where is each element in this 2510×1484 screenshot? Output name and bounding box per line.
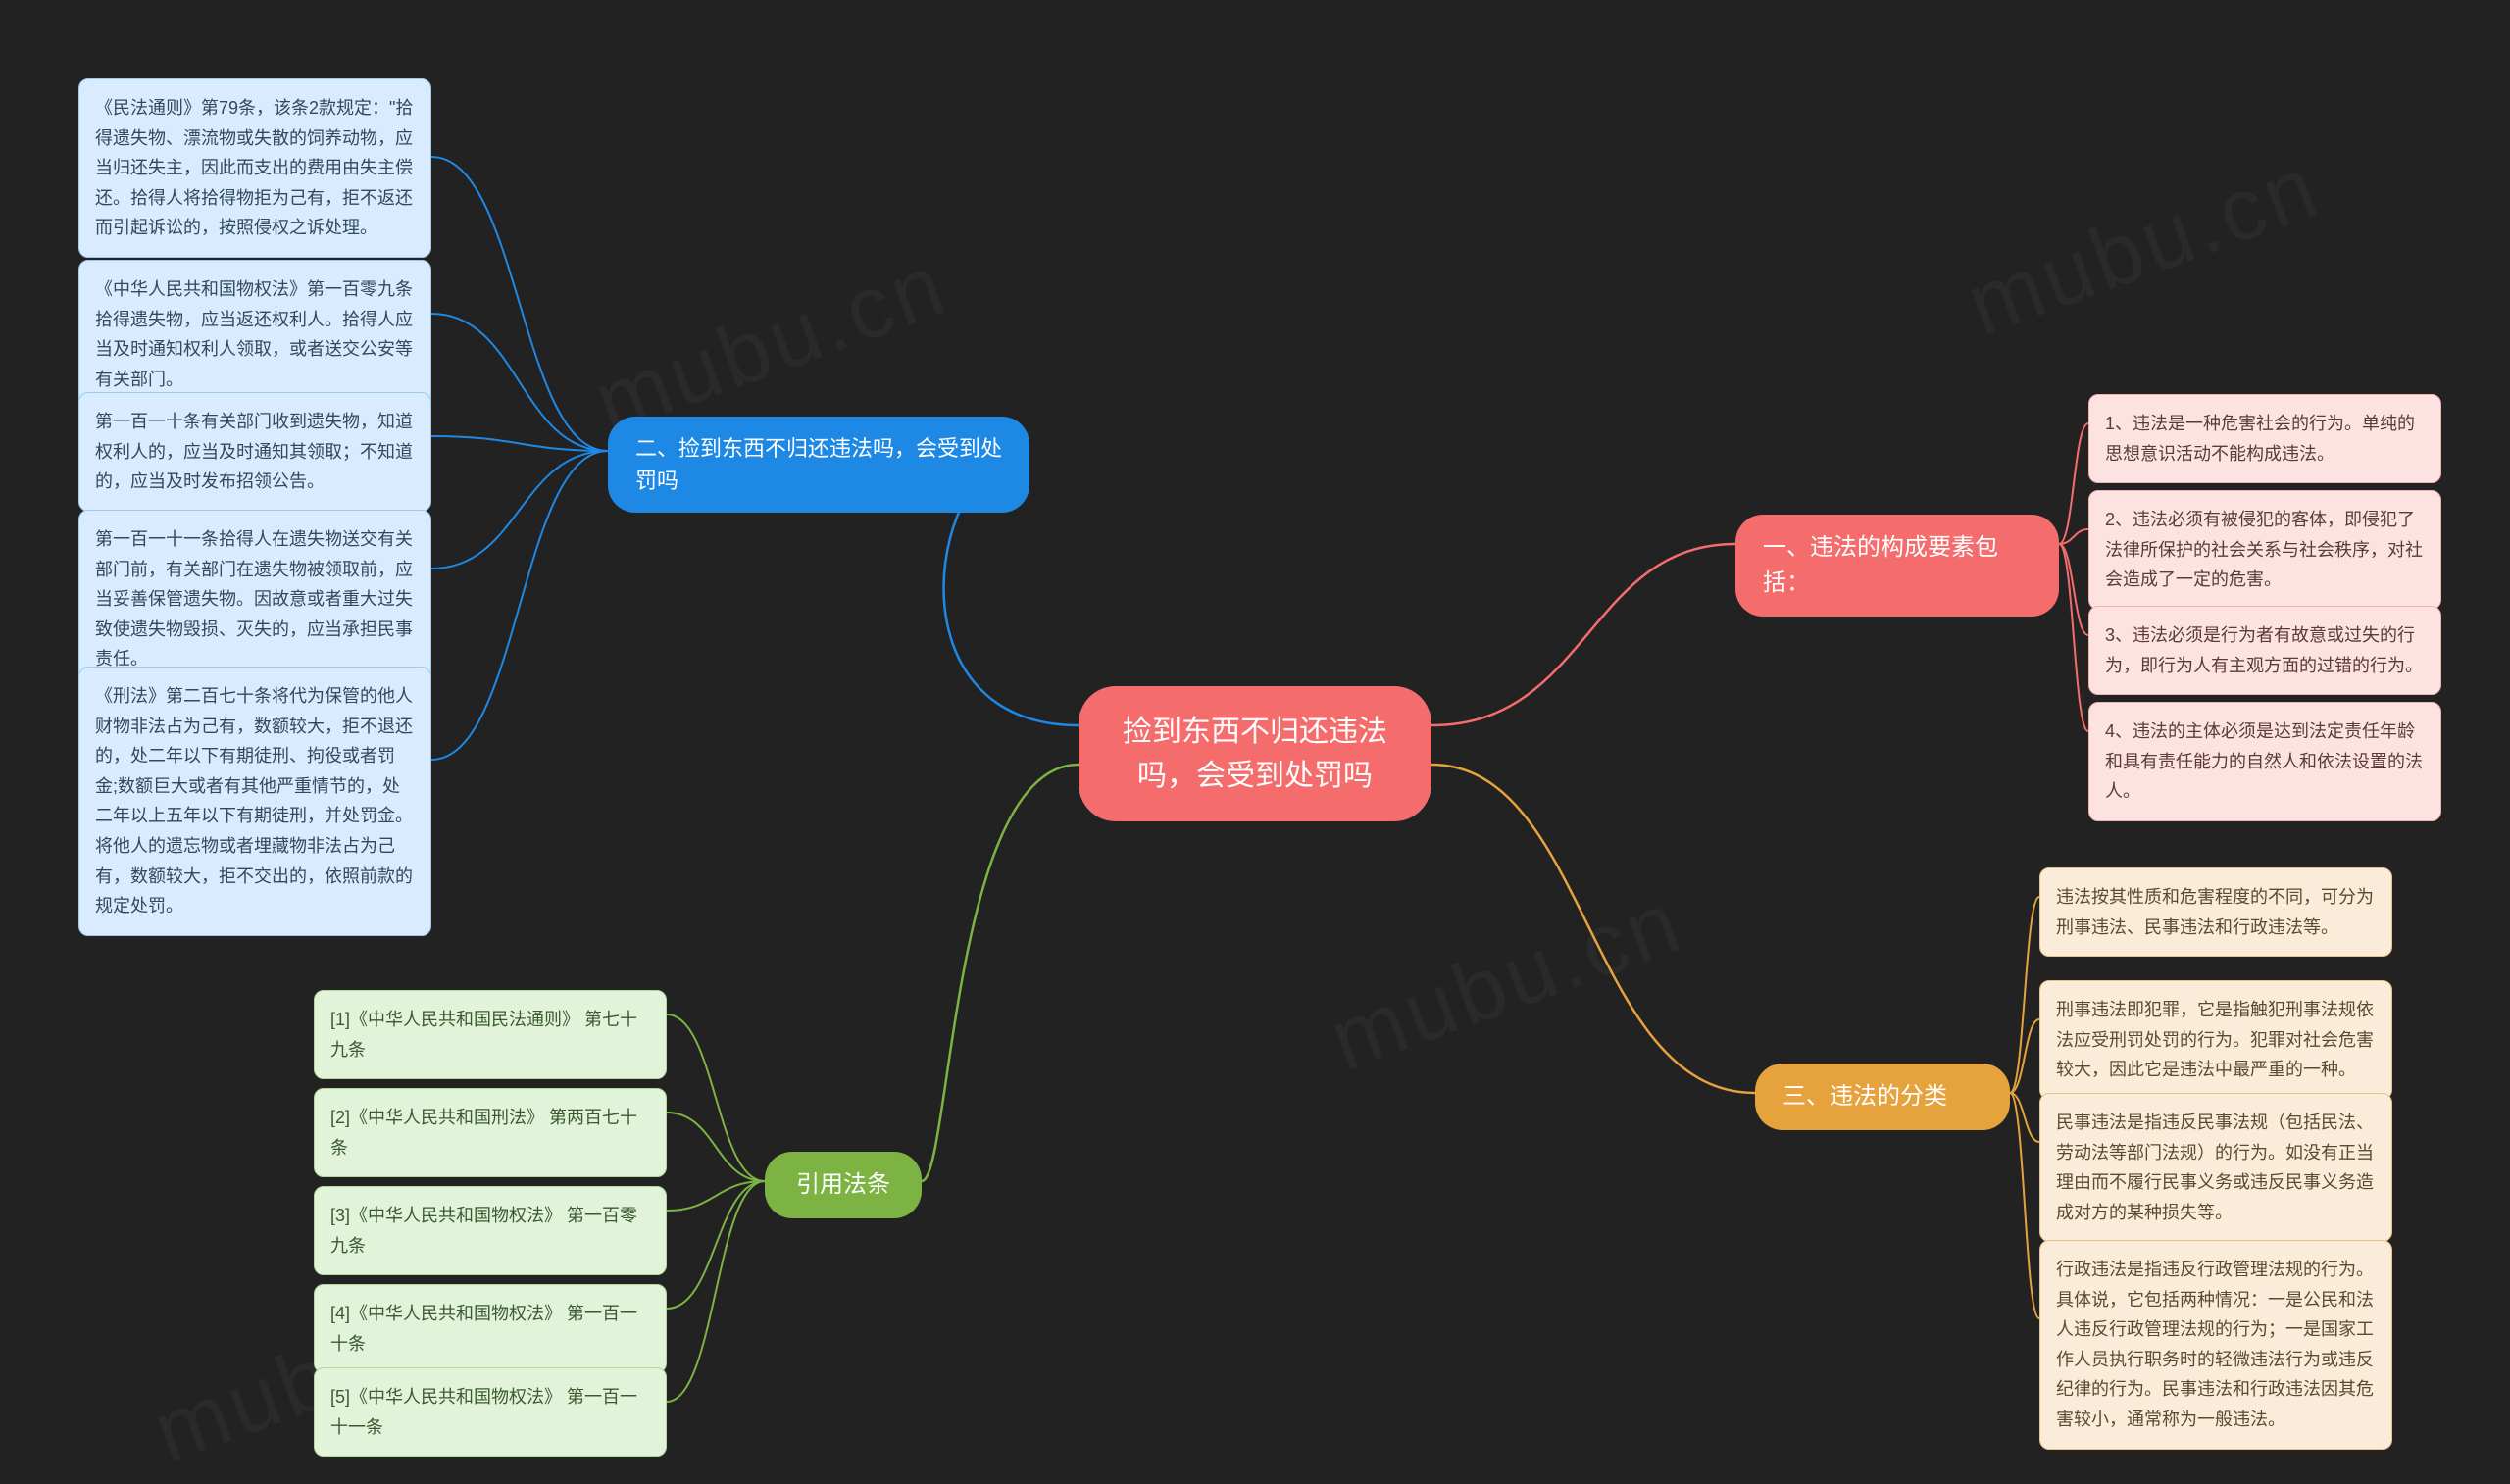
connector [2059, 423, 2088, 544]
leaf-node[interactable]: [3]《中华人民共和国物权法》 第一百零九条 [314, 1186, 667, 1275]
connector [431, 157, 608, 451]
connector [667, 1181, 765, 1402]
connector [2010, 1019, 2039, 1093]
leaf-node[interactable]: 4、违法的主体必须是达到法定责任年龄和具有责任能力的自然人和依法设置的法人。 [2088, 702, 2441, 821]
leaf-node[interactable]: 第一百一十一条拾得人在遗失物送交有关部门前，有关部门在遗失物被领取前，应当妥善保… [78, 510, 431, 689]
leaf-node[interactable]: 行政违法是指违反行政管理法规的行为。具体说，它包括两种情况：一是公民和法人违反行… [2039, 1240, 2392, 1450]
connector [431, 314, 608, 451]
leaf-node[interactable]: 第一百一十条有关部门收到遗失物，知道权利人的，应当及时通知其领取；不知道的，应当… [78, 392, 431, 512]
branch-node-elements[interactable]: 一、违法的构成要素包括： [1735, 515, 2059, 617]
mindmap-canvas: mubu.cn mubu.cn mubu.cn mubu.cn 捡到东西不归还违… [0, 0, 2510, 1484]
leaf-node[interactable]: 刑事违法即犯罪，它是指触犯刑事法规依法应受刑罚处罚的行为。犯罪对社会危害较大，因… [2039, 980, 2392, 1100]
connector [2010, 897, 2039, 1093]
connector [2059, 544, 2088, 635]
branch-node-references[interactable]: 引用法条 [765, 1152, 922, 1218]
connector-center-b1 [1431, 544, 1735, 725]
leaf-node[interactable]: 《民法通则》第79条，该条2款规定："拾得遗失物、漂流物或失散的饲养动物，应当归… [78, 78, 431, 258]
leaf-node[interactable]: 3、违法必须是行为者有故意或过失的行为，即行为人有主观方面的过错的行为。 [2088, 606, 2441, 695]
leaf-node[interactable]: 民事违法是指违反民事法规（包括民法、劳动法等部门法规）的行为。如没有正当理由而不… [2039, 1093, 2392, 1242]
leaf-node[interactable]: [5]《中华人民共和国物权法》 第一百一十一条 [314, 1367, 667, 1457]
leaf-node[interactable]: [4]《中华人民共和国物权法》 第一百一十条 [314, 1284, 667, 1373]
branch-node-classification[interactable]: 三、违法的分类 [1755, 1064, 2010, 1130]
leaf-node[interactable]: 违法按其性质和危害程度的不同，可分为刑事违法、民事违法和行政违法等。 [2039, 867, 2392, 957]
connector [431, 436, 608, 451]
connector [431, 451, 608, 760]
leaf-node[interactable]: 《刑法》第二百七十条将代为保管的他人财物非法占为己有，数额较大，拒不退还的，处二… [78, 667, 431, 936]
branch-node-penalty[interactable]: 二、捡到东西不归还违法吗，会受到处罚吗 [608, 417, 1029, 513]
connector [2059, 544, 2088, 731]
leaf-node[interactable]: 《中华人民共和国物权法》第一百零九条拾得遗失物，应当返还权利人。拾得人应当及时通… [78, 260, 431, 409]
leaf-node[interactable]: 2、违法必须有被侵犯的客体，即侵犯了法律所保护的社会关系与社会秩序，对社会造成了… [2088, 490, 2441, 610]
leaf-node[interactable]: [2]《中华人民共和国刑法》 第两百七十条 [314, 1088, 667, 1177]
connector-center-b3 [1431, 765, 1755, 1093]
connector-center-b4 [922, 765, 1079, 1181]
leaf-node[interactable]: [1]《中华人民共和国民法通则》 第七十九条 [314, 990, 667, 1079]
center-node[interactable]: 捡到东西不归还违法吗，会受到处罚吗 [1079, 686, 1431, 821]
connector [2059, 529, 2088, 544]
connector [667, 1014, 765, 1181]
connector [667, 1113, 765, 1181]
connector [2010, 1093, 2039, 1318]
connector [431, 451, 608, 569]
leaf-node[interactable]: 1、违法是一种危害社会的行为。单纯的思想意识活动不能构成违法。 [2088, 394, 2441, 483]
